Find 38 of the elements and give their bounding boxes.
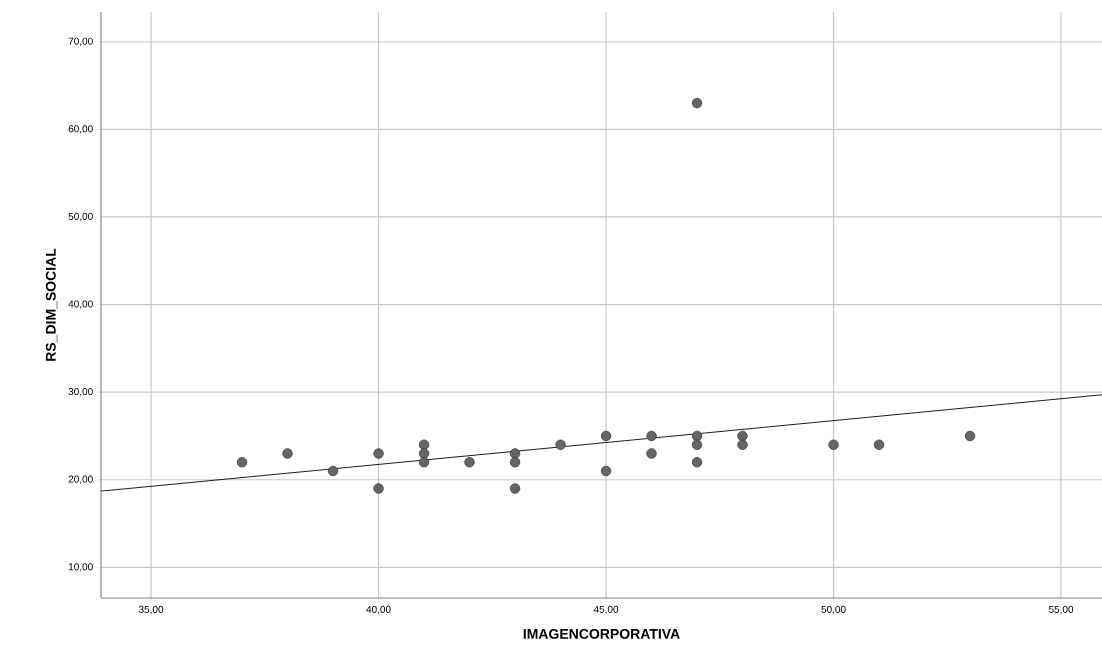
point [873,439,885,450]
point [737,439,748,450]
point [646,448,657,459]
point [509,457,521,468]
y-tick-label: 70,00 [68,37,93,46]
point [509,448,521,459]
point [509,483,521,494]
y-tick-label: 60,00 [68,125,93,134]
y-axis-title: RS_DIM_SOCIAL [45,248,58,361]
point [373,448,384,459]
point [555,439,566,450]
x-tick-label: 35,00 [138,605,164,615]
y-tick-label: 50,00 [68,212,93,222]
y-tick-label: 20,00 [68,475,93,484]
point [464,457,475,468]
point [600,465,612,477]
point [600,430,612,442]
y-tick-label: 30,00 [68,388,93,397]
x-tick-label: 45,00 [593,605,619,615]
point [373,483,384,494]
point [691,439,703,450]
point [418,448,430,459]
point [691,97,703,109]
point [418,457,430,468]
point [282,448,293,459]
point [646,430,657,442]
point [691,430,703,442]
y-tick-label: 40,00 [68,300,93,309]
x-axis-title: IMAGENCORPORATIVA [523,628,680,639]
x-tick-label: 55,00 [1048,605,1074,615]
point [828,439,839,450]
point [327,465,339,477]
point [691,457,703,468]
point [964,430,976,442]
point [236,457,248,468]
x-tick-label: 50,00 [821,605,846,615]
x-tick-label: 40,00 [366,605,391,615]
y-tick-label: 10,00 [68,563,93,572]
